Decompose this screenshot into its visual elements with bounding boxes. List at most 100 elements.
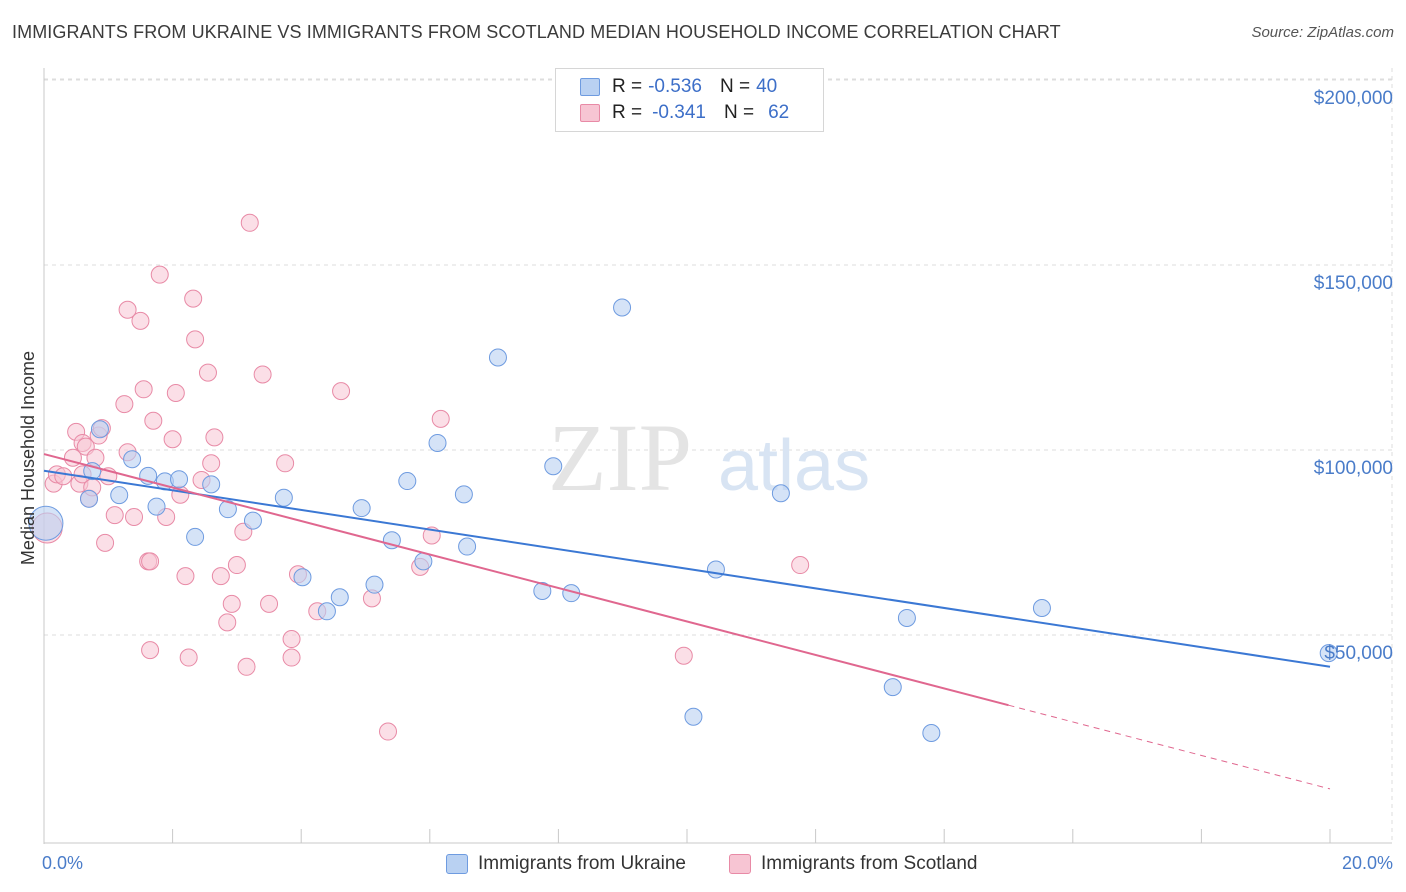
- scotland-point: [176, 567, 195, 586]
- ukraine-point: [684, 707, 703, 726]
- gridlines: [44, 68, 1393, 842]
- scotland-point: [431, 409, 450, 428]
- ukraine-point: [922, 724, 941, 743]
- ukraine-point: [488, 348, 507, 367]
- bottom-legend-scotland-label: Immigrants from Scotland: [761, 853, 978, 874]
- scotland-swatch: [729, 854, 751, 874]
- ukraine-point: [365, 575, 384, 594]
- scotland-point: [791, 556, 810, 575]
- ukraine-point: [123, 450, 142, 469]
- scotland-point: [222, 594, 241, 613]
- scotland-point: [260, 594, 279, 613]
- scotland-point: [144, 411, 163, 430]
- legend-r-label: R =: [612, 102, 643, 123]
- ukraine-point: [897, 608, 916, 627]
- ukraine-points: [28, 298, 1338, 743]
- scotland-point: [205, 428, 224, 447]
- scotland-point: [150, 265, 169, 284]
- scotland-point: [202, 454, 221, 473]
- ukraine-trend-line: [43, 469, 1331, 668]
- scotland-point: [674, 646, 693, 665]
- legend-n-label: N =: [723, 102, 755, 123]
- watermark-zip: ZIP: [548, 404, 692, 511]
- y-axis-label: Median Household Income: [18, 351, 38, 565]
- ukraine-point: [544, 457, 563, 476]
- legend-r-label: R =: [612, 76, 643, 97]
- x-tick-labels: 0.0% 20.0%: [42, 853, 1393, 873]
- ukraine-point: [317, 602, 336, 621]
- scotland-point: [141, 641, 160, 660]
- ukraine-point: [706, 560, 725, 579]
- scotland-point: [379, 722, 398, 741]
- ukraine-point: [454, 485, 473, 504]
- scotland-point: [198, 363, 217, 382]
- bottom-legend-ukraine: Immigrants from Ukraine: [446, 851, 686, 877]
- ukraine-point: [352, 499, 371, 518]
- scotland-point: [237, 657, 256, 676]
- y-tick-labels: $50,000 $100,000 $150,000 $200,000: [1314, 88, 1393, 664]
- scotland-point: [134, 380, 153, 399]
- ukraine-point: [293, 568, 312, 587]
- ukraine-swatch: [446, 854, 468, 874]
- ukraine-point: [28, 505, 64, 541]
- ukraine-point: [1319, 644, 1338, 663]
- axes: [43, 68, 1392, 844]
- scotland-point: [218, 613, 237, 632]
- scotland-point: [125, 507, 144, 526]
- ukraine-point: [202, 475, 221, 494]
- scotland-point: [332, 382, 351, 401]
- ukraine-point: [458, 537, 477, 556]
- ukraine-point: [398, 472, 417, 491]
- scotland-point: [115, 395, 134, 414]
- legend-n-value: 40: [756, 76, 778, 97]
- scotland-point: [276, 454, 295, 473]
- scotland-point: [282, 648, 301, 667]
- y-tick-label: $50,000: [1324, 643, 1393, 664]
- ukraine-point: [771, 484, 790, 503]
- legend-row-scotland: R = -0.341 N = 62: [580, 101, 789, 125]
- legend-n-value: 62: [768, 102, 790, 123]
- ukraine-point: [90, 420, 109, 439]
- ukraine-point: [883, 678, 902, 697]
- scotland-point: [105, 506, 124, 525]
- ukraine-point: [330, 588, 349, 607]
- bottom-legend-scotland: Immigrants from Scotland: [729, 851, 977, 877]
- ukraine-point: [613, 298, 632, 317]
- scotland-point: [163, 430, 182, 449]
- y-tick-label: $100,000: [1314, 458, 1393, 479]
- ukraine-point: [186, 527, 205, 546]
- trend-lines: [43, 453, 1331, 790]
- legend-row-ukraine: R = -0.536 N = 40: [580, 75, 777, 99]
- bottom-legend-ukraine-label: Immigrants from Ukraine: [478, 853, 686, 874]
- ukraine-point: [1032, 598, 1051, 617]
- ukraine-swatch: [580, 78, 600, 96]
- scotland-point: [96, 533, 115, 552]
- scotland-point: [227, 556, 246, 575]
- scotland-point: [54, 467, 73, 486]
- legend-r-value: -0.341: [652, 102, 706, 123]
- ukraine-point: [218, 500, 237, 519]
- scotland-point: [141, 552, 160, 571]
- ukraine-point: [147, 497, 166, 516]
- ukraine-point: [533, 581, 552, 600]
- scotland-point: [166, 384, 185, 402]
- ukraine-point: [274, 488, 293, 507]
- scotland-trend-line-extension: [1008, 704, 1331, 790]
- ukraine-point: [80, 489, 99, 508]
- x-tick-label-start: 0.0%: [42, 853, 83, 873]
- scotland-point: [282, 630, 301, 649]
- ukraine-point: [428, 433, 447, 452]
- scotland-point: [184, 289, 203, 308]
- watermark-atlas: atlas: [718, 426, 870, 506]
- x-tick-label-end: 20.0%: [1342, 853, 1393, 873]
- scotland-point: [131, 311, 150, 330]
- legend-r-value: -0.536: [648, 76, 702, 97]
- scotland-point: [179, 648, 198, 667]
- correlation-legend: R = -0.536 N = 40 R = -0.341 N = 62: [555, 68, 824, 132]
- y-tick-label: $150,000: [1314, 273, 1393, 294]
- watermark: ZIP atlas: [548, 404, 870, 511]
- ukraine-point: [243, 511, 262, 530]
- scotland-point: [240, 213, 259, 232]
- legend-n-label: N =: [719, 76, 751, 97]
